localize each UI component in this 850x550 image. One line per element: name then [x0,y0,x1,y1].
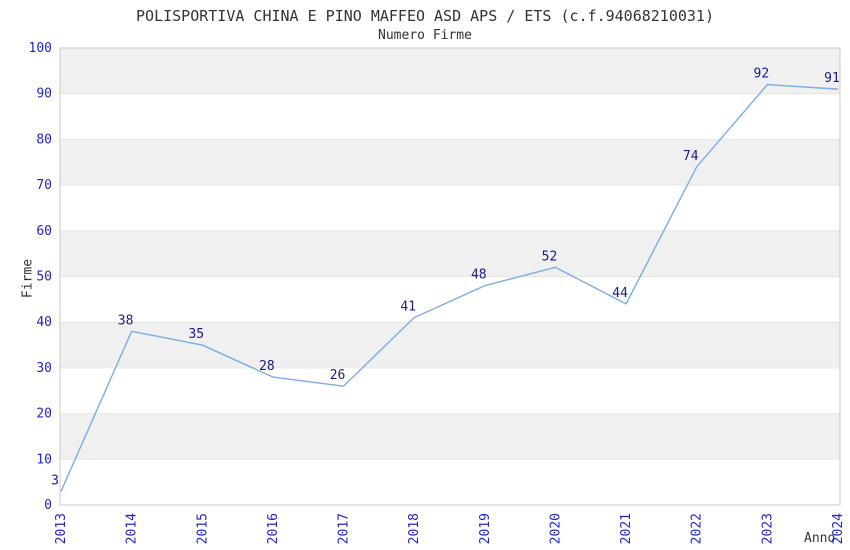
point-label: 92 [754,67,770,82]
plot-border [59,47,841,506]
point-label: 48 [471,268,487,283]
y-tick-label: 0 [44,498,52,513]
point-label: 52 [542,249,558,264]
x-tick-label: 2023 [760,513,775,544]
y-tick-label: 30 [36,361,52,376]
point-label: 38 [118,313,134,328]
grid-band [60,413,840,460]
x-tick-label: 2021 [619,513,634,544]
chart-subtitle: Numero Firme [378,28,472,43]
x-tick-label: 2014 [125,513,140,544]
x-axis-label: Anno [804,531,836,546]
x-tick-label: 2022 [690,513,705,544]
x-tick-label: 2013 [54,513,69,544]
point-label: 91 [824,71,840,86]
y-tick-label: 100 [29,41,52,56]
y-tick-label: 10 [36,452,52,467]
grid-band [60,322,840,368]
x-tick-label: 2016 [266,513,281,544]
x-tick-label: 2020 [548,513,563,544]
point-label: 28 [259,359,275,374]
y-tick-label: 60 [36,224,52,239]
x-tick-label: 2024 [831,513,846,544]
chart-title: POLISPORTIVA CHINA E PINO MAFFEO ASD APS… [136,7,714,25]
point-label: 41 [400,300,416,315]
x-tick-label: 2015 [195,513,210,544]
x-tick-label: 2018 [407,513,422,544]
point-label: 74 [683,149,699,164]
point-label: 26 [330,368,346,383]
y-tick-label: 70 [36,178,52,193]
point-label: 44 [612,286,628,301]
y-tick-label: 40 [36,315,52,330]
y-tick-label: 20 [36,407,52,422]
grid-band [60,230,840,277]
data-line [60,83,839,492]
grid-band [60,139,840,186]
point-label: 3 [51,473,59,488]
x-tick-label: 2019 [478,513,493,544]
y-tick-label: 50 [36,270,52,285]
y-tick-label: 80 [36,132,52,147]
y-tick-label: 90 [36,87,52,102]
x-tick-label: 2017 [337,513,352,544]
point-label: 35 [188,327,204,342]
grid-band [60,48,840,94]
